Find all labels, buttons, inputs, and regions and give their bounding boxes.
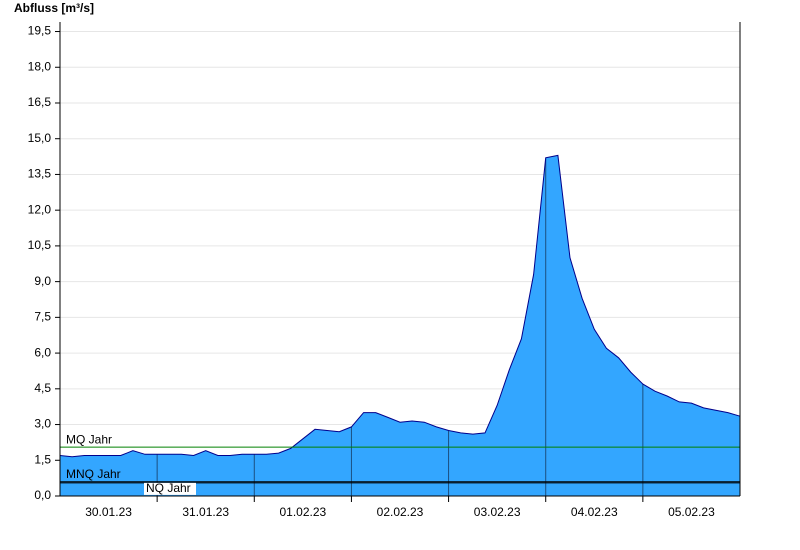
y-tick-label: 13,5: [28, 167, 52, 181]
x-tick-label: 03.02.23: [474, 505, 521, 519]
y-tick-label: 1,5: [34, 452, 51, 466]
y-tick-label: 6,0: [34, 345, 51, 359]
y-tick-label: 19,5: [28, 24, 52, 38]
reference-label: MNQ Jahr: [66, 467, 121, 481]
y-tick-label: 16,5: [28, 95, 52, 109]
y-tick-label: 0,0: [34, 488, 51, 502]
x-tick-label: 05.02.23: [668, 505, 715, 519]
y-tick-label: 18,0: [28, 59, 52, 73]
reference-label: NQ Jahr: [146, 481, 191, 495]
line: [59, 154, 741, 458]
y-tick-label: 3,0: [34, 417, 51, 431]
label-background: [144, 482, 196, 495]
x-tick-label: 31.01.23: [182, 505, 229, 519]
x-tick-label: 02.02.23: [377, 505, 424, 519]
y-tick-label: 9,0: [34, 274, 51, 288]
reference-label: MQ Jahr: [66, 432, 112, 446]
y-tick-label: 15,0: [28, 131, 52, 145]
y-tick-label: 10,5: [28, 238, 52, 252]
y-tick-label: 4,5: [34, 381, 51, 395]
x-tick-label: 04.02.23: [571, 505, 618, 519]
chart-title: Abfluss [m³/s]: [14, 1, 94, 15]
y-tick-label: 7,5: [34, 310, 51, 324]
x-tick-label: 30.01.23: [85, 505, 132, 519]
y-tick-label: 12,0: [28, 202, 52, 216]
x-tick-label: 01.02.23: [279, 505, 326, 519]
area: [60, 155, 740, 496]
